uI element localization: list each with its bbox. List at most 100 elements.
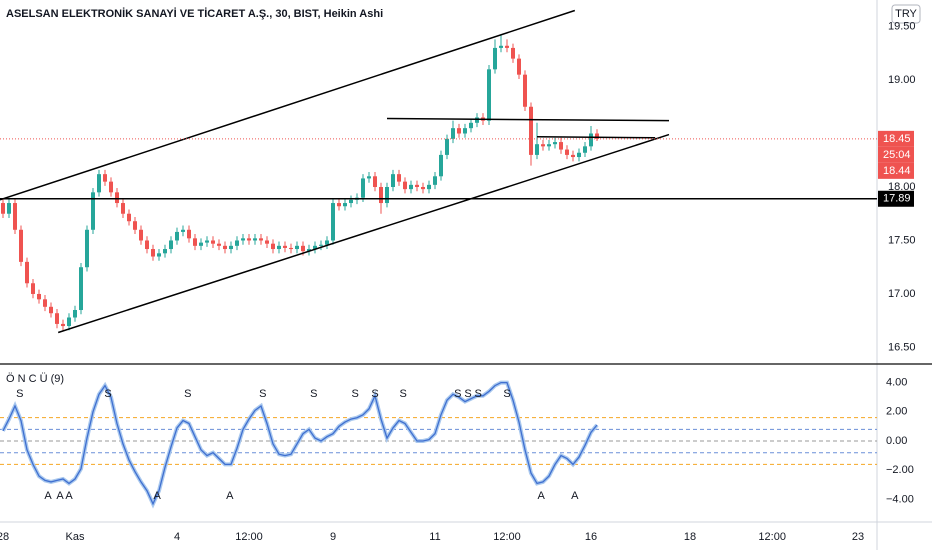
- x-tick-label: 18: [684, 531, 696, 543]
- candle-body: [343, 203, 347, 207]
- candle-body: [427, 184, 431, 190]
- y-tick-label: 18.00: [888, 181, 916, 193]
- signal-label: A: [65, 490, 73, 502]
- candle-body: [115, 192, 119, 204]
- candle-body: [319, 244, 323, 246]
- candle-body: [13, 203, 17, 230]
- candle-body: [43, 299, 47, 307]
- candle-body: [247, 238, 251, 241]
- candle-body: [97, 174, 101, 193]
- candle-body: [517, 58, 521, 75]
- candle-body: [595, 133, 599, 139]
- candle-body: [25, 261, 29, 284]
- chart-title: ASELSAN ELEKTRONİK SANAYİ VE TİCARET A.Ş…: [6, 7, 383, 20]
- candle-body: [505, 45, 509, 48]
- y-tick-label: 2.00: [886, 406, 907, 418]
- signal-label: S: [184, 388, 191, 400]
- candle-body: [361, 178, 365, 198]
- candle-body: [253, 238, 257, 241]
- candle-body: [229, 245, 233, 250]
- y-tick-label: −4.00: [886, 493, 914, 505]
- candle-body: [547, 144, 551, 147]
- signal-label: S: [475, 388, 482, 400]
- countdown: 25:04: [883, 149, 911, 161]
- candle-body: [559, 142, 563, 150]
- price-label-box: [878, 190, 914, 207]
- signal-label: S: [104, 388, 111, 400]
- candle-body: [349, 199, 353, 204]
- signal-label: S: [16, 388, 23, 400]
- currency-box[interactable]: [891, 4, 921, 24]
- candle-body: [337, 203, 341, 207]
- candle-body: [85, 229, 89, 268]
- candle-body: [565, 149, 569, 155]
- candle-body: [217, 243, 221, 246]
- y-tick-label: 4.00: [886, 377, 907, 389]
- candle-body: [67, 317, 71, 327]
- candle-body: [415, 184, 419, 187]
- candle-body: [307, 249, 311, 252]
- candle-body: [259, 238, 263, 241]
- signal-label: A: [226, 490, 234, 502]
- candle-body: [37, 293, 41, 300]
- candle-body: [475, 117, 479, 123]
- signal-label: S: [464, 388, 471, 400]
- candle-body: [163, 249, 167, 254]
- candle-body: [499, 45, 503, 48]
- candle-body: [385, 186, 389, 204]
- signal-label: A: [538, 490, 546, 502]
- price-label: 17.89: [883, 193, 911, 205]
- candle-body: [469, 122, 473, 129]
- x-tick-label: 23: [852, 531, 864, 543]
- candle-body: [271, 243, 275, 250]
- candle-body: [493, 47, 497, 70]
- candle-body: [127, 213, 131, 222]
- x-tick-label: 11: [429, 531, 440, 543]
- candle-body: [73, 310, 77, 318]
- candle-body: [199, 242, 203, 246]
- candle-body: [451, 128, 455, 139]
- candle-body: [553, 142, 557, 145]
- signal-label: S: [259, 388, 266, 400]
- candle-body: [541, 144, 545, 147]
- candle-body: [151, 249, 155, 257]
- candle-body: [145, 240, 149, 250]
- y-tick-label: −2.00: [886, 464, 914, 476]
- candle-body: [277, 245, 281, 250]
- y-tick-label: 17.00: [888, 288, 916, 300]
- candle-body: [523, 74, 527, 107]
- candle-body: [511, 47, 515, 59]
- candle-body: [409, 184, 413, 190]
- candle-body: [367, 176, 371, 179]
- candle-body: [445, 138, 449, 155]
- candle-body: [583, 146, 587, 153]
- candle-body: [289, 247, 293, 250]
- candle-body: [19, 229, 23, 262]
- candle-body: [139, 229, 143, 241]
- price-label: 18.45: [883, 133, 911, 145]
- price-label-box: [878, 162, 914, 179]
- y-tick-label: 16.50: [888, 341, 916, 353]
- currency[interactable]: TRY: [895, 8, 917, 20]
- y-tick-label: 0.00: [886, 435, 907, 447]
- candle-body: [1, 203, 5, 214]
- signal-label: S: [503, 388, 510, 400]
- candle-body: [121, 203, 125, 214]
- candle-body: [91, 192, 95, 230]
- candle-body: [529, 106, 533, 155]
- price-label-box: [878, 130, 914, 147]
- candle-body: [391, 174, 395, 187]
- candle-body: [535, 144, 539, 155]
- candle-body: [109, 181, 113, 193]
- signal-label: A: [154, 490, 162, 502]
- candle-body: [223, 245, 227, 250]
- candle-body: [55, 313, 59, 324]
- x-tick-label: 16: [585, 531, 597, 543]
- x-tick-label: 12:00: [758, 531, 786, 543]
- candle-body: [79, 267, 83, 311]
- indicator-title: Ö N C Ü (9): [6, 373, 64, 385]
- x-tick-label: 9: [330, 531, 336, 543]
